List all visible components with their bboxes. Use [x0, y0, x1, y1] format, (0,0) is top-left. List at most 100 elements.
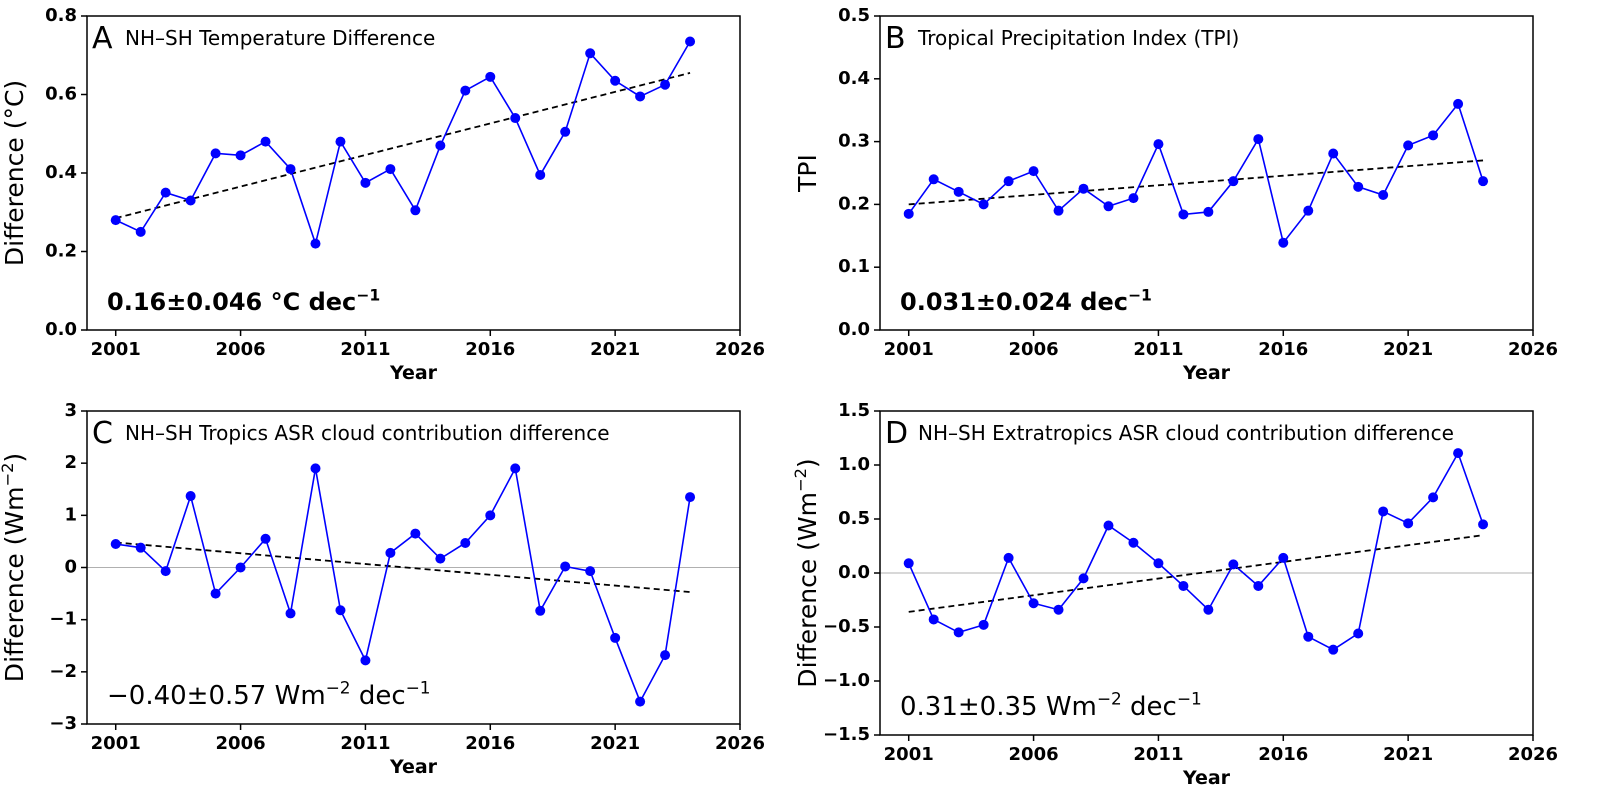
text-segment: Difference (Wm — [0, 487, 29, 683]
data-point — [928, 174, 939, 185]
data-point — [1303, 631, 1314, 642]
trend-line — [908, 159, 1484, 206]
data-point — [235, 150, 246, 161]
data-point — [978, 199, 989, 210]
data-point — [485, 510, 496, 521]
text-segment: Difference (°C) — [0, 80, 29, 266]
panel: 0.0 0.1 0.2 0.3 0.4 0.5 2001 2006 2011 2016 2021 20… — [793, 5, 1558, 384]
y-axis-label: Difference (Wm−2) — [791, 458, 822, 687]
data-point — [635, 696, 646, 707]
data-point — [110, 539, 121, 550]
data-point — [1428, 492, 1439, 503]
x-tick-label: 2006 — [1009, 339, 1059, 360]
data-point — [585, 48, 596, 59]
superscript: −2 — [791, 468, 810, 492]
data-point — [485, 71, 496, 82]
y-tick-label: 0.2 — [838, 193, 870, 214]
x-tick-label: 2001 — [91, 733, 141, 754]
data-point — [1253, 134, 1264, 145]
data-point — [335, 136, 346, 147]
x-tick-label: 2021 — [590, 339, 640, 360]
data-point — [535, 605, 546, 616]
superscript: −1 — [356, 286, 380, 304]
data-point — [510, 463, 521, 474]
x-tick-label: 2016 — [465, 733, 515, 754]
y-tick-label: 0.0 — [838, 562, 870, 583]
data-point — [1203, 206, 1214, 217]
data-point — [610, 632, 621, 643]
y-tick-label: 0.3 — [838, 131, 870, 152]
data-point — [635, 91, 646, 102]
data-point — [510, 113, 521, 124]
panel-title: Tropical Precipitation Index (TPI) — [917, 26, 1239, 50]
data-point — [335, 605, 346, 616]
x-axis-label: Year — [1182, 767, 1231, 789]
y-tick-label: −3 — [49, 713, 77, 734]
data-point — [185, 491, 196, 502]
y-tick-label: 0.4 — [838, 68, 870, 89]
x-axis-label: Year — [1182, 362, 1231, 384]
x-tick-label: 2006 — [216, 339, 266, 360]
data-point — [1228, 559, 1239, 570]
text-segment: −0.40±0.57 Wm — [107, 681, 326, 711]
data-point — [185, 195, 196, 206]
data-point — [235, 562, 246, 573]
data-point — [685, 492, 696, 503]
text-segment: dec — [351, 681, 406, 711]
y-tick-label: −1 — [49, 609, 77, 630]
data-point — [1028, 166, 1039, 177]
superscript: −1 — [406, 678, 431, 698]
x-tick-label: 2001 — [884, 744, 934, 765]
plot-frame — [879, 15, 1534, 331]
data-point — [135, 542, 146, 553]
data-point — [560, 561, 571, 572]
data-point — [560, 126, 571, 137]
data-point — [953, 186, 964, 197]
panel: −1.5 −1.0 −0.5 0.0 0.5 1.0 1.5 2001 2006 2011 2016… — [791, 400, 1558, 789]
data-point — [260, 533, 271, 544]
x-tick-label: 2011 — [340, 339, 390, 360]
data-point — [260, 136, 271, 147]
y-tick-label: 0.5 — [838, 5, 870, 26]
x-tick-label: 2021 — [1383, 339, 1433, 360]
data-point — [1028, 598, 1039, 609]
y-axis-label: Difference (Wm−2) — [0, 453, 29, 682]
data-point — [1053, 205, 1064, 216]
data-point — [385, 547, 396, 558]
data-point — [210, 588, 221, 599]
data-point — [310, 463, 321, 474]
data-point — [660, 79, 671, 90]
y-tick-label: −1.5 — [823, 724, 870, 745]
data-point — [1403, 518, 1414, 529]
data-line — [115, 465, 691, 704]
data-point — [928, 614, 939, 625]
data-point — [435, 140, 446, 151]
trend-line — [115, 72, 691, 220]
panel: 0.0 0.2 0.4 0.6 0.8 2001 2006 2011 2016 2021 2026 A… — [0, 5, 765, 384]
data-point — [1278, 237, 1289, 248]
y-tick-label: 0.5 — [838, 508, 870, 529]
x-tick-label: 2021 — [1383, 744, 1433, 765]
panel-label: C — [92, 416, 113, 451]
plot-frame — [879, 410, 1534, 736]
y-tick-label: 0.1 — [838, 256, 870, 277]
data-point — [1478, 176, 1489, 187]
y-tick-label: 3 — [64, 400, 77, 421]
data-point — [135, 226, 146, 237]
data-point — [1153, 558, 1164, 569]
data-point — [1453, 448, 1464, 459]
data-point — [310, 238, 321, 249]
data-point — [1253, 580, 1264, 591]
trend-annotation: 0.031±0.024 dec−1 — [900, 286, 1152, 316]
x-tick-label: 2026 — [715, 339, 765, 360]
superscript: −2 — [326, 678, 351, 698]
plot-frame — [86, 15, 741, 331]
data-point — [1003, 552, 1014, 563]
data-point — [1303, 205, 1314, 216]
y-tick-label: 0.4 — [45, 162, 77, 183]
data-point — [1103, 201, 1114, 212]
data-point — [1278, 552, 1289, 563]
x-tick-label: 2016 — [1258, 339, 1308, 360]
y-tick-label: −2 — [49, 661, 77, 682]
y-tick-label: 0.6 — [45, 84, 77, 105]
